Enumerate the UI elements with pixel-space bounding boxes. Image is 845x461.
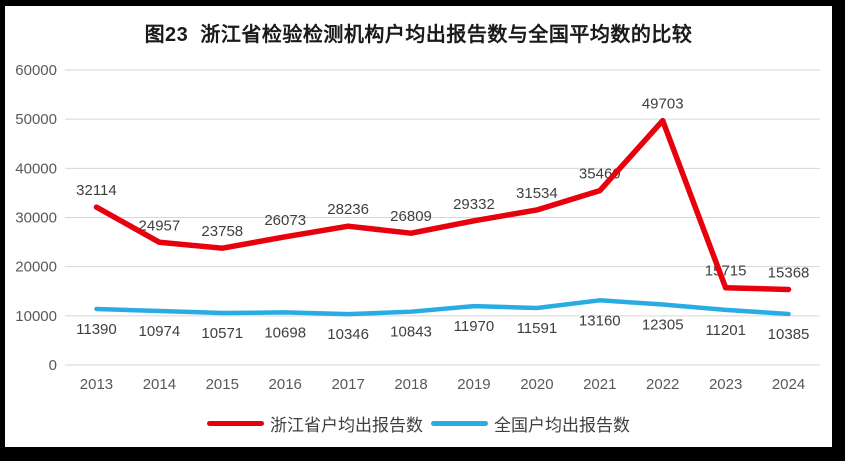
legend-item-national: 全国户均出报告数 (431, 411, 630, 436)
legend-label-national: 全国户均出报告数 (494, 415, 630, 435)
x-axis-tick-label: 2018 (394, 376, 427, 393)
legend-label-zhejiang: 浙江省户均出报告数 (270, 415, 423, 435)
legend: 浙江省户均出报告数 全国户均出报告数 (5, 410, 832, 436)
data-label-series-0: 24957 (139, 217, 181, 234)
x-axis-tick-label: 2020 (520, 376, 553, 393)
data-label-series-0: 15368 (768, 264, 810, 281)
data-label-series-1: 10843 (390, 324, 432, 341)
data-label-series-1: 10346 (327, 326, 369, 343)
series-line-0 (93, 117, 792, 293)
data-label-series-0: 32114 (76, 182, 117, 199)
x-axis-tick-label: 2014 (143, 376, 176, 393)
y-axis-tick-label: 0 (49, 357, 57, 374)
x-axis-tick-label: 2021 (583, 376, 616, 393)
data-label-series-1: 12305 (642, 317, 684, 334)
data-label-series-0: 15715 (705, 263, 747, 280)
data-label-series-1: 10974 (139, 323, 181, 340)
y-axis-tick-label: 10000 (15, 308, 57, 325)
y-axis-tick-label: 40000 (15, 160, 57, 177)
x-axis-tick-label: 2019 (457, 376, 490, 393)
chart-title: 图23 浙江省检验检测机构户均出报告数与全国平均数的比较 (144, 24, 693, 46)
data-label-series-1: 11970 (454, 318, 495, 335)
x-axis-tick-label: 2023 (709, 376, 742, 393)
legend-swatch-1 (431, 420, 488, 426)
data-label-series-1: 11201 (705, 322, 746, 339)
series-line-1 (94, 298, 791, 317)
x-axis-tick-label: 2016 (269, 376, 302, 393)
x-axis-tick-label: 2015 (206, 376, 239, 393)
data-label-series-1: 10571 (201, 325, 243, 342)
data-label-series-1: 10698 (264, 324, 306, 341)
data-label-series-0: 26073 (264, 212, 306, 229)
line-chart: 0 10000 20000 30000 40000 50000 60000 2013 2014 2… (15, 62, 820, 393)
x-axis-tick-label: 2017 (331, 376, 364, 393)
y-axis-tick-label: 30000 (15, 210, 57, 227)
x-axis-tick-label: 2024 (772, 376, 805, 393)
data-label-series-1: 11390 (76, 321, 117, 338)
chart-canvas: 图23 浙江省检验检测机构户均出报告数与全国平均数的比较 0 10000 20000… (5, 6, 832, 447)
data-label-series-0: 28236 (327, 201, 369, 218)
data-label-series-0: 26809 (390, 208, 432, 225)
data-label-series-1: 10385 (768, 326, 810, 343)
data-label-series-0: 23758 (201, 223, 243, 240)
data-label-series-0: 49703 (642, 96, 684, 113)
x-axis-tick-label: 2022 (646, 376, 679, 393)
y-axis-tick-label: 20000 (15, 259, 57, 276)
x-axis-tick-label: 2013 (80, 376, 113, 393)
legend-swatch-0 (207, 420, 264, 426)
data-label-series-0: 31534 (516, 185, 558, 202)
data-label-series-1: 13160 (579, 312, 621, 329)
y-axis-tick-label: 60000 (15, 62, 57, 79)
y-axis-tick-label: 50000 (15, 111, 57, 128)
data-label-series-0: 29332 (453, 196, 495, 213)
legend-item-zhejiang: 浙江省户均出报告数 (207, 411, 423, 436)
data-label-series-1: 11591 (517, 320, 558, 337)
